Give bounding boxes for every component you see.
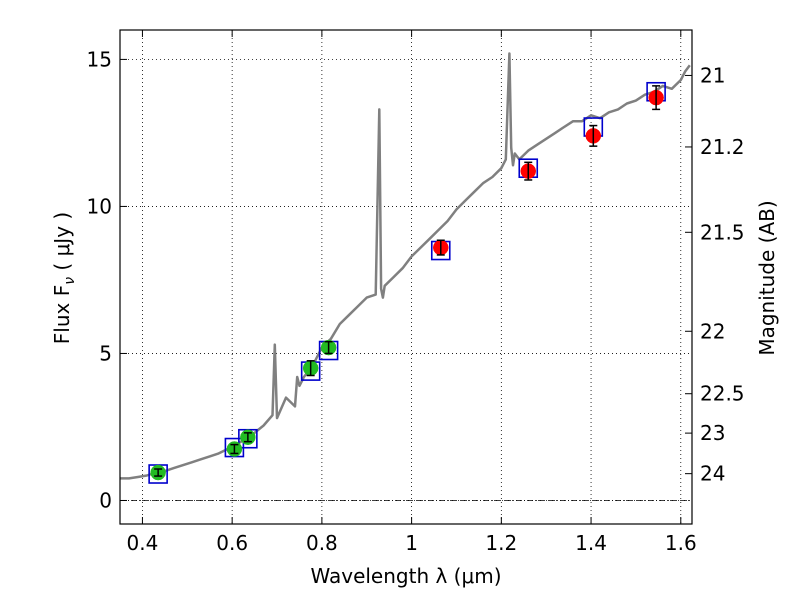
data-points (150, 85, 664, 481)
y2-axis-title: Magnitude (AB) (755, 200, 779, 355)
y2-tick-label: 23 (700, 421, 725, 445)
x-tick-label: 0.4 (127, 531, 159, 555)
y-axis-title: Flux Fν ( μJy ) (50, 212, 78, 344)
y-axis-title-main: Flux F (50, 285, 74, 344)
model-boxes (148, 81, 666, 484)
y2-tick-label: 22 (700, 319, 725, 343)
x-tick-label: 0.8 (306, 531, 338, 555)
axes (119, 29, 693, 525)
y-axis-title-sub: ν (62, 277, 78, 285)
y-tick-label: 0 (99, 488, 112, 512)
y2-tick-label: 21 (700, 63, 725, 87)
y2-tick-label: 21.5 (700, 220, 745, 244)
y-axis-title-unit: ( μJy ) (50, 212, 74, 277)
y2-tick-label: 21.2 (700, 135, 745, 159)
y-tick-label: 5 (99, 341, 112, 365)
x-axis-title: Wavelength λ (μm) (310, 564, 501, 588)
y-tick-label: 10 (87, 194, 112, 218)
x-tick-label: 1.4 (575, 531, 607, 555)
x-tick-label: 1.6 (665, 531, 697, 555)
spectrum-line (120, 52, 691, 480)
x-tick-label: 1.2 (485, 531, 517, 555)
grid (120, 30, 692, 524)
y2-tick-label: 22.5 (700, 382, 745, 406)
x-tick-label: 1 (405, 531, 418, 555)
plot-frame (119, 29, 693, 525)
tick-labels: 0.4 0.6 0.8 1 1.2 1.4 1.6 0 5 10 15 21 21.2 21.5 22 22.… (87, 47, 745, 555)
y-tick-label: 15 (87, 47, 112, 71)
x-tick-label: 0.6 (216, 531, 248, 555)
y2-tick-label: 24 (700, 462, 725, 486)
spectrum-series (120, 52, 691, 480)
